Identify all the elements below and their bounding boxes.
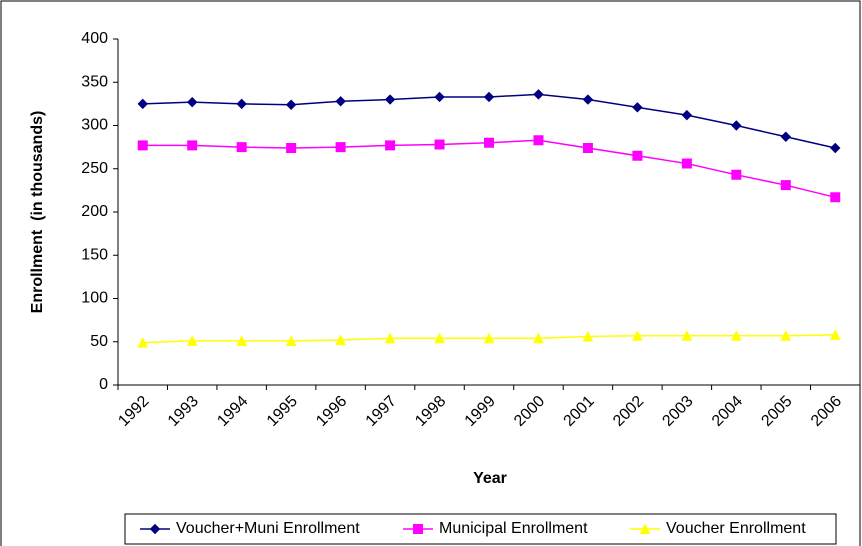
legend-label: Voucher+Muni Enrollment — [176, 520, 360, 537]
marker — [335, 142, 346, 153]
marker — [434, 139, 445, 150]
marker — [632, 150, 643, 161]
x-axis-title: Year — [473, 470, 507, 487]
x-tick-label: 2004 — [709, 393, 746, 430]
marker — [187, 140, 198, 151]
y-tick-label: 0 — [99, 376, 108, 393]
marker — [434, 332, 445, 344]
marker — [830, 142, 841, 154]
marker — [285, 335, 297, 346]
y-tick-label: 300 — [81, 117, 108, 134]
x-tick-label: 2001 — [561, 393, 598, 430]
marker — [236, 335, 247, 346]
marker — [335, 96, 346, 107]
marker — [829, 329, 841, 340]
marker — [681, 330, 693, 341]
x-tick-label: 1993 — [165, 393, 202, 430]
marker — [632, 330, 643, 341]
marker — [286, 142, 297, 153]
legend-box — [124, 513, 837, 545]
y-tick-label: 400 — [81, 30, 108, 47]
marker — [484, 137, 494, 148]
marker — [236, 98, 247, 110]
marker — [582, 330, 594, 342]
marker — [681, 158, 692, 169]
x-tick-label: 1995 — [264, 393, 301, 430]
y-tick-label: 200 — [81, 203, 108, 220]
marker — [731, 330, 742, 341]
x-tick-label: 1998 — [412, 393, 449, 430]
marker — [830, 192, 841, 203]
legend-marker — [639, 523, 651, 534]
marker — [236, 142, 247, 153]
legend-label: Municipal Enrollment — [439, 520, 588, 537]
marker — [137, 98, 148, 110]
x-tick-label: 2002 — [610, 393, 647, 430]
marker — [731, 120, 742, 131]
marker — [434, 91, 445, 103]
x-tick-label: 1992 — [115, 393, 152, 430]
y-tick-label: 100 — [81, 290, 108, 307]
marker — [632, 102, 643, 113]
marker — [137, 140, 148, 151]
x-tick-label: 2003 — [659, 393, 696, 430]
x-tick-label: 1999 — [462, 393, 499, 430]
marker — [780, 330, 792, 341]
y-axis-title: Enrollment (in thousands) — [29, 111, 46, 314]
y-tick-label: 150 — [81, 246, 108, 263]
marker — [681, 109, 693, 121]
x-tick-label: 2000 — [511, 393, 548, 430]
marker — [285, 99, 297, 110]
x-tick-label: 2006 — [808, 393, 845, 430]
marker — [780, 131, 792, 142]
y-tick-label: 250 — [81, 160, 108, 177]
x-tick-label: 1997 — [363, 393, 400, 430]
marker — [731, 169, 742, 180]
marker — [582, 142, 593, 153]
marker — [582, 94, 594, 105]
marker — [483, 91, 495, 103]
marker — [533, 89, 544, 100]
marker — [335, 334, 346, 346]
legend-label: Voucher Enrollment — [666, 520, 806, 537]
y-tick-label: 50 — [90, 333, 108, 350]
x-tick-label: 2005 — [758, 393, 795, 430]
marker — [384, 94, 396, 105]
x-tick-label: 1994 — [214, 393, 251, 430]
marker — [137, 336, 149, 348]
marker — [483, 332, 495, 344]
marker — [385, 140, 396, 151]
marker — [533, 332, 544, 344]
x-tick-label: 1996 — [313, 393, 350, 430]
marker — [384, 332, 396, 344]
y-tick-label: 350 — [81, 73, 108, 90]
marker — [780, 180, 791, 191]
legend-marker — [149, 523, 161, 535]
marker — [533, 135, 544, 146]
marker — [186, 335, 198, 346]
legend-marker — [413, 524, 423, 534]
marker — [186, 96, 198, 108]
